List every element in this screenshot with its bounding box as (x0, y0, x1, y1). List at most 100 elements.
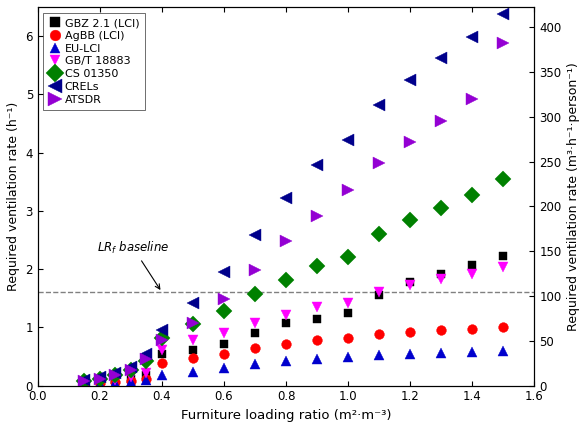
GBZ 2.1 (LCI) (500, 254, 507, 259)
AgBB (LCI) (221, 351, 228, 356)
AgBB (LCI) (407, 329, 414, 335)
ATSDR (282, 239, 289, 244)
AgBB (LCI) (313, 338, 321, 343)
AgBB (LCI) (143, 376, 150, 381)
CRELs (407, 77, 414, 82)
CRELs (252, 233, 259, 238)
CRELs (158, 328, 166, 333)
EU-LCI (345, 354, 352, 360)
GB/T 18883 (81, 380, 88, 385)
EU-LCI (158, 372, 166, 378)
Legend: GBZ 2.1 (LCI), AgBB (LCI), EU-LCI, GB/T 18883, CS 01350, CRELs, ATSDR: GBZ 2.1 (LCI), AgBB (LCI), EU-LCI, GB/T … (43, 12, 145, 110)
ATSDR (112, 372, 119, 378)
Y-axis label: Required ventilation rate (m³·h⁻¹·person⁻¹): Required ventilation rate (m³·h⁻¹·person… (567, 62, 580, 331)
AgBB (LCI) (469, 326, 476, 331)
AgBB (LCI) (376, 332, 383, 337)
CRELs (438, 56, 445, 61)
CS 01350 (313, 264, 321, 269)
GB/T 18883 (469, 271, 476, 276)
CRELs (500, 11, 507, 16)
ATSDR (469, 97, 476, 102)
EU-LCI (500, 348, 507, 353)
ATSDR (158, 338, 166, 343)
GBZ 2.1 (LCI) (112, 378, 119, 383)
GBZ 2.1 (LCI) (282, 320, 289, 325)
EU-LCI (407, 352, 414, 357)
GBZ 2.1 (LCI) (313, 316, 321, 321)
ATSDR (190, 320, 197, 325)
CRELs (143, 351, 150, 356)
AgBB (LCI) (127, 378, 134, 384)
GB/T 18883 (190, 338, 197, 343)
ATSDR (143, 357, 150, 362)
ATSDR (127, 367, 134, 372)
GBZ 2.1 (LCI) (345, 310, 352, 315)
GBZ 2.1 (LCI) (438, 271, 445, 276)
GB/T 18883 (143, 370, 150, 375)
CS 01350 (252, 291, 259, 296)
CRELs (282, 196, 289, 201)
GBZ 2.1 (LCI) (81, 381, 88, 386)
EU-LCI (469, 349, 476, 354)
CRELs (112, 370, 119, 375)
CS 01350 (81, 378, 88, 384)
ATSDR (96, 376, 103, 381)
EU-LCI (252, 362, 259, 367)
EU-LCI (438, 350, 445, 356)
EU-LCI (221, 366, 228, 371)
GB/T 18883 (345, 300, 352, 305)
CRELs (469, 35, 476, 40)
GB/T 18883 (221, 331, 228, 336)
CRELs (313, 163, 321, 168)
GBZ 2.1 (LCI) (143, 372, 150, 378)
CS 01350 (190, 322, 197, 327)
CRELs (81, 377, 88, 382)
GB/T 18883 (376, 290, 383, 295)
CRELs (127, 364, 134, 369)
EU-LCI (81, 382, 88, 387)
Text: $LR_f$ baseline: $LR_f$ baseline (97, 240, 169, 289)
GB/T 18883 (127, 375, 134, 380)
CS 01350 (438, 205, 445, 211)
GB/T 18883 (158, 347, 166, 352)
GB/T 18883 (313, 305, 321, 310)
CS 01350 (112, 372, 119, 378)
GBZ 2.1 (LCI) (127, 376, 134, 381)
GBZ 2.1 (LCI) (469, 263, 476, 268)
ATSDR (252, 268, 259, 273)
ATSDR (81, 378, 88, 384)
GB/T 18883 (282, 312, 289, 317)
EU-LCI (190, 369, 197, 374)
CS 01350 (221, 308, 228, 314)
CS 01350 (127, 368, 134, 373)
ATSDR (500, 40, 507, 45)
EU-LCI (127, 380, 134, 385)
EU-LCI (96, 381, 103, 387)
Line: AgBB (LCI): AgBB (LCI) (80, 323, 508, 389)
CS 01350 (407, 217, 414, 222)
CRELs (345, 137, 352, 142)
CS 01350 (282, 277, 289, 282)
CS 01350 (500, 176, 507, 181)
CRELs (190, 300, 197, 305)
GBZ 2.1 (LCI) (190, 347, 197, 352)
Line: ATSDR: ATSDR (78, 37, 510, 387)
AgBB (LCI) (438, 328, 445, 333)
EU-LCI (376, 353, 383, 358)
GBZ 2.1 (LCI) (407, 279, 414, 284)
ATSDR (407, 139, 414, 145)
AgBB (LCI) (190, 356, 197, 361)
CS 01350 (469, 192, 476, 197)
Line: CRELs: CRELs (78, 8, 510, 386)
AgBB (LCI) (500, 325, 507, 330)
CS 01350 (143, 359, 150, 364)
CS 01350 (345, 255, 352, 260)
ATSDR (313, 213, 321, 218)
AgBB (LCI) (158, 361, 166, 366)
AgBB (LCI) (345, 335, 352, 341)
AgBB (LCI) (112, 380, 119, 385)
GBZ 2.1 (LCI) (221, 341, 228, 346)
AgBB (LCI) (96, 381, 103, 386)
Line: CS 01350: CS 01350 (79, 173, 509, 387)
EU-LCI (313, 356, 321, 361)
